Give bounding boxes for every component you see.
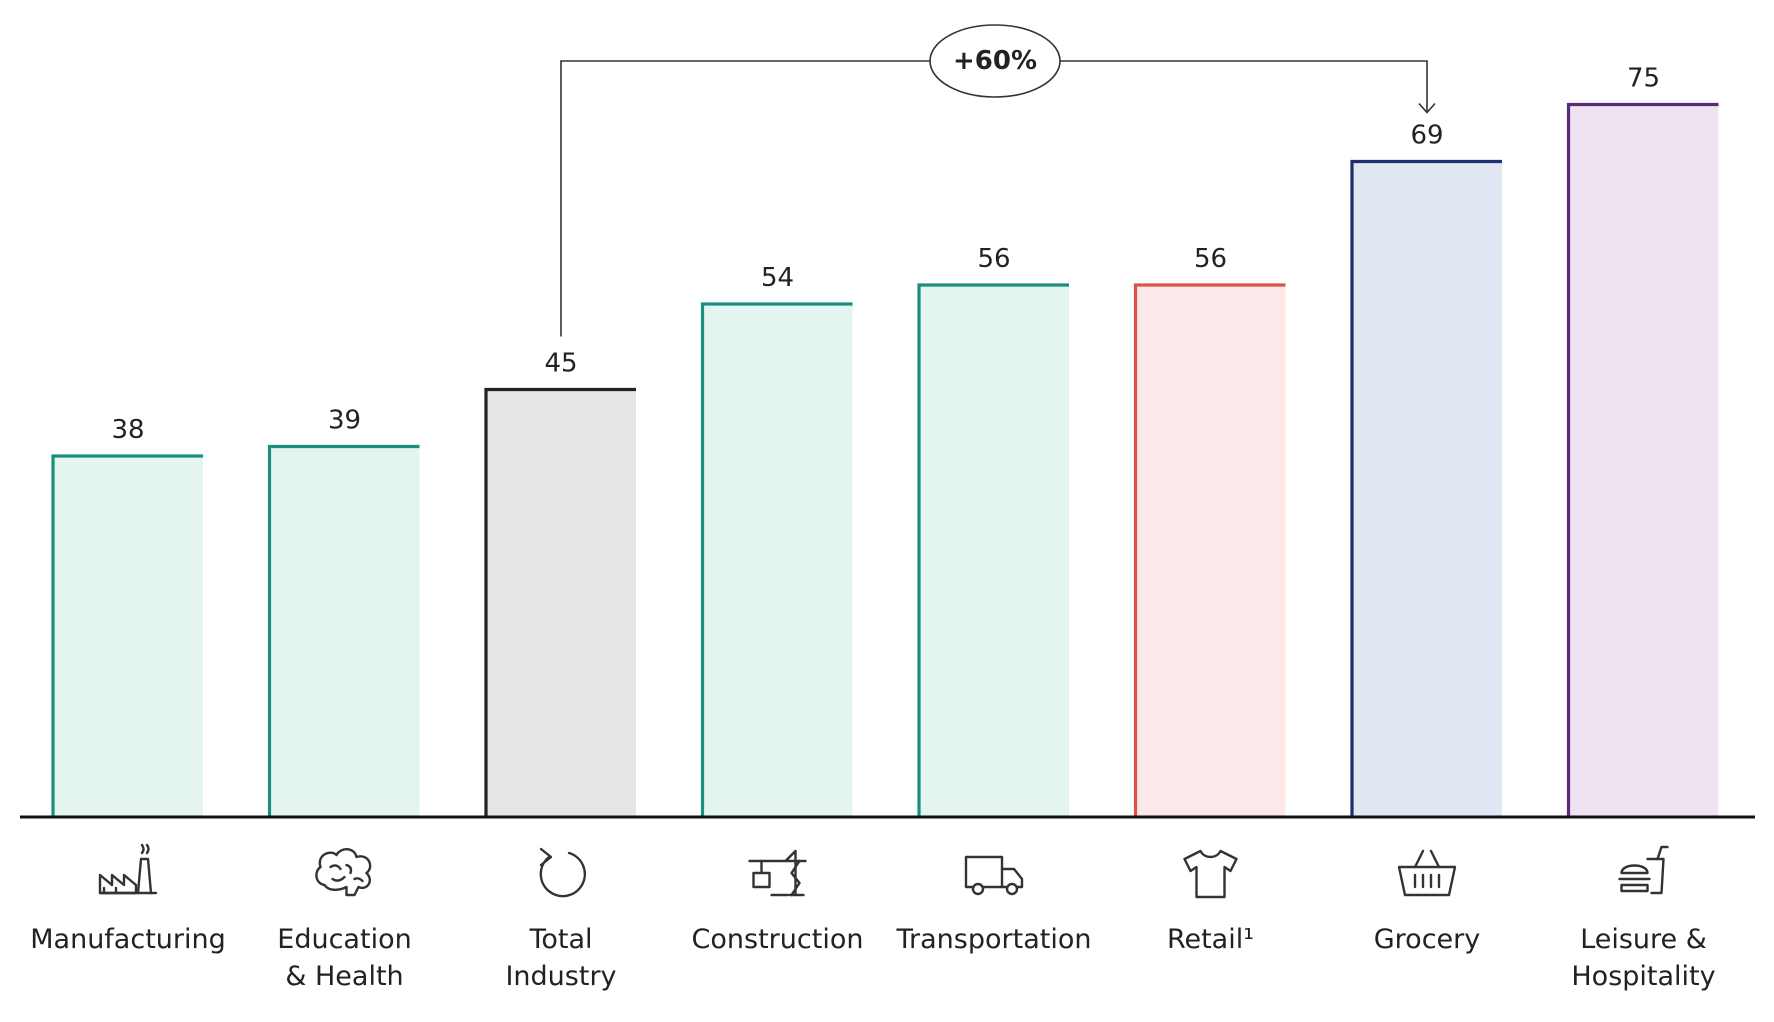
category-label-line: Construction	[692, 924, 864, 955]
bar	[1566, 102, 1719, 817]
value-label: 38	[111, 415, 144, 445]
refresh-icon-stroke	[539, 851, 586, 898]
tshirt-icon	[1183, 849, 1238, 899]
bar-fill	[486, 389, 636, 817]
burger-drink-icon	[1618, 845, 1669, 895]
category-label-line: Leisure &	[1580, 924, 1707, 955]
basket-icon	[1397, 849, 1457, 897]
crane-icon-stroke	[752, 859, 771, 889]
value-label: 69	[1410, 121, 1443, 151]
category-label-line: Hospitality	[1571, 961, 1715, 992]
factory-icon-stroke	[136, 857, 153, 895]
bar	[700, 302, 853, 817]
bar-fill	[53, 456, 203, 817]
category-label-line: Education	[277, 924, 411, 955]
brain-icon	[315, 848, 372, 897]
growth-bracket-line	[560, 60, 1428, 337]
bar-fill	[1135, 285, 1286, 817]
bar-fill	[919, 285, 1069, 817]
category-label: Grocery	[1374, 924, 1481, 955]
basket-icon-stroke	[1397, 865, 1457, 897]
brain-icon-stroke	[329, 863, 364, 883]
category-label: Total Industry	[505, 924, 616, 992]
value-label: 56	[1194, 244, 1227, 274]
basket-icon-stroke	[1413, 849, 1441, 869]
tshirt-icon-stroke	[1183, 849, 1238, 899]
growth-label-ellipse	[929, 24, 1061, 98]
brain-icon-stroke	[315, 848, 372, 897]
basket-icon-stroke	[1413, 873, 1441, 889]
category-label: Manufacturing	[30, 924, 226, 955]
bar-outline	[1133, 283, 1286, 817]
bar	[917, 283, 1069, 817]
factory-icon-stroke	[102, 886, 118, 895]
truck-icon-stroke	[964, 855, 1004, 889]
truck-icon-wheel	[971, 882, 985, 896]
bar-outline	[51, 454, 203, 817]
bar	[1133, 283, 1286, 817]
bars-layer	[51, 102, 1719, 817]
growth-label: +60%	[953, 46, 1037, 76]
bar-outline	[267, 444, 420, 817]
refresh-icon	[539, 847, 586, 898]
category-label: Retail¹	[1167, 924, 1254, 955]
value-label: 75	[1627, 64, 1660, 94]
truck-icon	[964, 855, 1024, 896]
value-label: 56	[977, 244, 1010, 274]
bar-outline	[700, 302, 853, 817]
bar	[1350, 159, 1502, 817]
factory-icon	[98, 843, 158, 895]
category-label: Transportation	[896, 924, 1092, 955]
category-label-line: Manufacturing	[30, 924, 226, 955]
value-label: 45	[544, 349, 577, 379]
category-label: Leisure & Hospitality	[1571, 924, 1715, 992]
factory-icon-stroke	[140, 843, 150, 855]
value-label: 39	[328, 406, 361, 436]
category-labels-layer: Manufacturing Education & Health Total Indus…	[30, 924, 1715, 992]
burger-drink-icon-stroke	[1646, 857, 1665, 895]
truck-icon-wheel	[1005, 882, 1019, 896]
refresh-icon-stroke	[539, 847, 553, 867]
burger-drink-icon-stroke	[1656, 845, 1669, 861]
category-label-line: Total	[528, 924, 592, 955]
crane-icon-stroke	[790, 859, 801, 897]
bar	[51, 454, 203, 817]
bar-outline	[484, 387, 636, 817]
growth-annotation: +60%	[560, 24, 1436, 337]
bar-outline	[917, 283, 1069, 817]
bar-fill	[702, 304, 853, 817]
category-icons-layer	[98, 843, 1669, 899]
bar-fill	[1568, 104, 1719, 817]
category-label: Construction	[692, 924, 864, 955]
category-label: Education & Health	[277, 924, 411, 992]
category-label-line: Grocery	[1374, 924, 1481, 955]
value-labels-layer: 38 39 45 54 56 56 69 75	[111, 64, 1660, 446]
crane-icon	[748, 849, 807, 897]
category-label-line: & Health	[285, 961, 403, 992]
value-label: 54	[761, 263, 794, 293]
bar	[484, 387, 636, 817]
bar	[267, 444, 420, 817]
category-label-line: Industry	[505, 961, 616, 992]
bar-outline	[1566, 102, 1719, 817]
crane-icon-stroke	[748, 849, 807, 897]
growth-arrowhead	[1418, 102, 1436, 114]
bar-fill	[269, 446, 420, 817]
bar-fill	[1352, 161, 1502, 817]
category-label-line: Transportation	[896, 924, 1092, 955]
bar-outline	[1350, 159, 1502, 817]
factory-icon-stroke	[98, 873, 138, 895]
burger-drink-icon-stroke	[1618, 864, 1651, 893]
category-label-line: Retail¹	[1167, 924, 1254, 955]
